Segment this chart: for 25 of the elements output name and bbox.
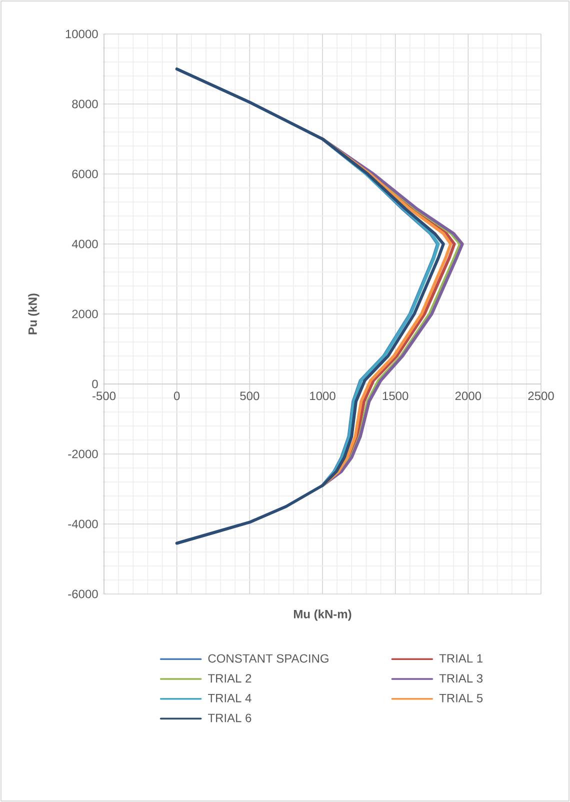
y-tick-label: -4000 — [68, 520, 98, 528]
y-tick-label: 0 — [92, 380, 98, 388]
y-tick-label: -6000 — [68, 590, 98, 598]
legend-label: TRIAL 1 — [439, 654, 482, 663]
legend-label: TRIAL 4 — [208, 694, 252, 702]
x-tick-label: 2500 — [528, 392, 554, 400]
y-tick-label: 8000 — [72, 100, 98, 108]
x-tick-label: 500 — [240, 392, 260, 400]
y-axis-title: Pu (kN) — [28, 294, 40, 334]
legend-label: TRIAL 6 — [208, 714, 252, 722]
x-tick-label: 0 — [174, 392, 180, 400]
legend-label: TRIAL 3 — [439, 674, 483, 683]
x-axis-title: Mu (kN-m) — [294, 610, 352, 621]
y-tick-label: 10000 — [66, 30, 98, 38]
y-tick-label: -2000 — [68, 450, 98, 458]
y-tick-label: 4000 — [72, 240, 98, 248]
x-tick-label: 2000 — [455, 392, 482, 400]
y-tick-label: 2000 — [72, 310, 98, 318]
x-tick-label: 1500 — [382, 392, 408, 400]
y-tick-label: 6000 — [72, 170, 98, 178]
x-tick-label: 1000 — [310, 392, 336, 400]
legend-label: TRIAL 2 — [208, 674, 252, 682]
legend-label: CONSTANT SPACING — [208, 654, 328, 663]
legend-label: TRIAL 5 — [439, 694, 483, 702]
x-tick-label: -500 — [92, 392, 116, 400]
